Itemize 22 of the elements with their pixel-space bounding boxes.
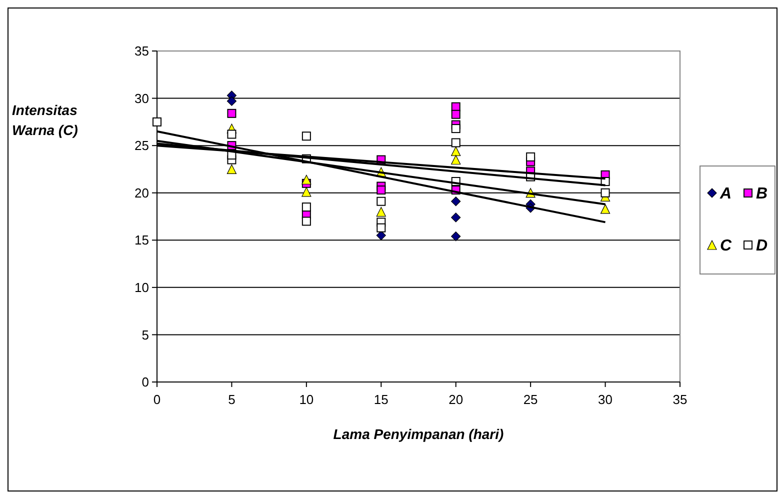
- y-tick-label: 20: [134, 185, 149, 200]
- y-tick-label: 10: [134, 280, 149, 295]
- y-tick-label: 30: [134, 90, 149, 106]
- legend-label: B: [756, 186, 768, 203]
- x-axis-title: Lama Penyimpanan (hari): [333, 426, 504, 442]
- y-tick-label: 15: [134, 232, 149, 248]
- y-tick-label: 5: [142, 327, 149, 342]
- x-tick-label: 30: [598, 392, 613, 407]
- legend-label: C: [720, 238, 732, 255]
- y-axis-title: Intensitas Warna (C): [12, 102, 78, 138]
- x-tick-label: 10: [299, 392, 314, 407]
- x-tick-label: 5: [228, 392, 236, 407]
- x-tick-label: 25: [523, 392, 538, 407]
- y-tick-label: 0: [142, 374, 149, 390]
- legend-label: A: [719, 186, 732, 203]
- legend-label: D: [756, 238, 768, 255]
- x-tick-label: 35: [672, 392, 688, 407]
- x-tick-label: 20: [448, 392, 464, 407]
- x-tick-label: 15: [374, 392, 388, 407]
- x-tick-label: 0: [153, 392, 161, 407]
- y-tick-label: 25: [134, 138, 149, 154]
- y-tick-label: 35: [134, 44, 149, 59]
